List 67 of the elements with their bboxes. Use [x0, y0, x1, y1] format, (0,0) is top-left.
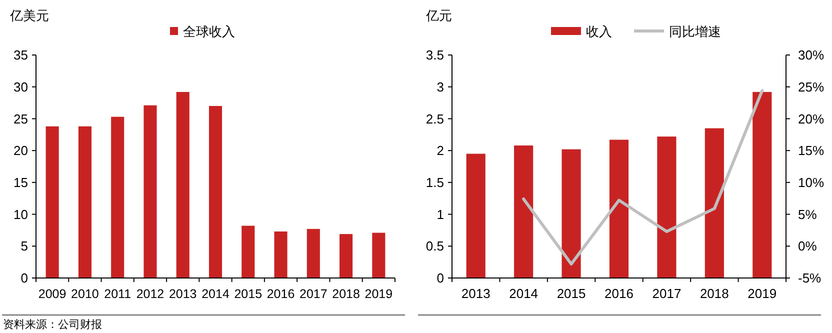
y2-tick-label: 15%: [798, 143, 824, 158]
x-tick-label: 2018: [700, 286, 729, 301]
x-tick-label: 2016: [266, 287, 295, 301]
x-tick-label: 2015: [234, 287, 262, 301]
y-axis-title: 亿元: [425, 8, 452, 23]
bar: [466, 154, 486, 278]
bar: [340, 234, 353, 278]
x-tick-label: 2019: [748, 286, 777, 301]
bar: [704, 128, 724, 278]
bar: [78, 126, 92, 278]
y-tick-label: 5: [20, 238, 28, 254]
y-tick-label: 15: [14, 174, 28, 190]
y-tick-label: 1: [436, 206, 444, 222]
x-tick-label: 2019: [364, 287, 393, 301]
y2-tick-label: 25%: [798, 79, 824, 94]
x-tick-label: 2009: [38, 287, 66, 301]
y-tick-label: 3.5: [426, 48, 444, 63]
y-tick-label: 10: [14, 206, 28, 222]
y2-tick-label: -5%: [798, 270, 822, 286]
x-tick-label: 2013: [461, 286, 490, 301]
y2-tick-label: 5%: [798, 206, 818, 222]
y-tick-label: 2.5: [426, 111, 444, 126]
bar: [609, 140, 629, 278]
x-tick-label: 2017: [652, 286, 682, 301]
x-tick-label: 2014: [509, 286, 538, 301]
x-tick-label: 2013: [168, 287, 197, 301]
bar: [306, 228, 320, 278]
x-tick-label: 2012: [136, 287, 164, 301]
bar: [176, 92, 190, 278]
y-tick-label: 0: [436, 270, 444, 286]
line-series: [522, 89, 764, 266]
bar: [372, 232, 386, 278]
x-tick-label: 2014: [202, 287, 230, 301]
legend-label: 收入: [586, 24, 612, 39]
bar: [208, 106, 222, 278]
x-tick-label: 2017: [300, 287, 328, 301]
y-tick-label: 25: [14, 111, 28, 126]
bar: [514, 145, 534, 278]
bar: [657, 136, 676, 278]
y-axis-title: 亿美元: [9, 8, 49, 23]
bar: [242, 226, 255, 278]
y2-tick-label: 0%: [798, 238, 818, 254]
x-tick-label: 2016: [604, 286, 634, 301]
bar: [111, 116, 124, 278]
y-tick-label: 35: [14, 48, 28, 63]
bar: [752, 92, 772, 278]
x-tick-label: 2018: [332, 287, 360, 301]
bar: [274, 231, 288, 278]
y-tick-label: 30: [14, 79, 28, 94]
x-tick-label: 2015: [556, 286, 586, 301]
y-tick-label: 1.5: [426, 174, 444, 190]
bar: [144, 105, 157, 278]
bar: [562, 149, 581, 278]
y-tick-label: 0: [20, 270, 28, 286]
legend-label: 全球收入: [183, 24, 235, 39]
x-tick-label: 2010: [71, 287, 99, 301]
y-tick-label: 3: [436, 79, 444, 94]
text: 资料来源：公司财报: [3, 318, 102, 331]
y2-tick-label: 20%: [798, 111, 824, 126]
bar: [46, 126, 59, 278]
legend-label: 同比增速: [669, 24, 721, 39]
y-tick-label: 2: [436, 143, 444, 158]
y-tick-label: 0.5: [426, 238, 444, 254]
y-tick-label: 20: [14, 143, 28, 158]
y2-tick-label: 10%: [798, 174, 824, 190]
x-tick-label: 2011: [104, 287, 132, 301]
y2-tick-label: 30%: [798, 48, 824, 63]
